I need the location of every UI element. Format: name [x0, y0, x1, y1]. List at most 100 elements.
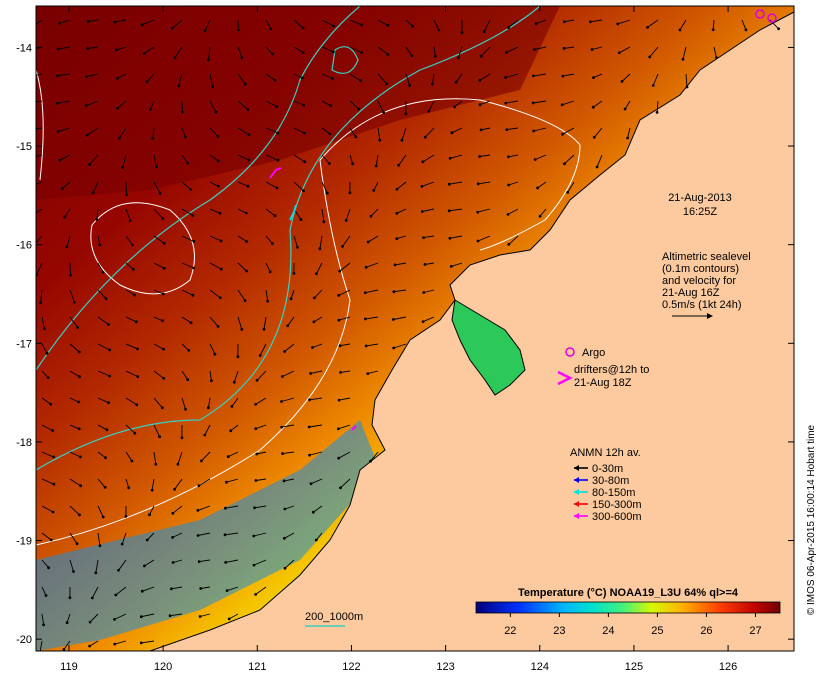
velocity-arrow-tip: [255, 452, 259, 456]
velocity-arrow-tip: [351, 162, 355, 166]
velocity-arrow: [153, 154, 157, 167]
velocity-arrow: [57, 73, 71, 77]
velocity-arrow: [624, 100, 631, 110]
velocity-arrow-tip: [303, 160, 307, 164]
velocity-arrow: [293, 127, 305, 134]
velocity-arrow: [287, 316, 295, 326]
velocity-arrow-tip: [538, 214, 542, 218]
velocity-arrow: [172, 559, 183, 563]
velocity-arrow: [321, 181, 328, 194]
velocity-arrow-tip: [108, 374, 111, 378]
velocity-arrow-tip: [189, 321, 193, 325]
velocity-arrow: [536, 19, 547, 25]
velocity-arrow: [36, 19, 43, 25]
velocity-arrow-tip: [266, 299, 270, 303]
altimetry-note: Altimetric sealevel (0.1m contours) and …: [662, 251, 751, 319]
velocity-arrow-tip: [308, 453, 311, 457]
velocity-arrow-tip: [77, 400, 81, 404]
velocity-arrow-tip: [479, 128, 483, 132]
velocity-arrow-tip: [218, 296, 222, 300]
velocity-arrow: [204, 19, 211, 31]
velocity-arrow: [149, 100, 155, 110]
velocity-arrow-tip: [276, 158, 280, 162]
velocity-arrow-tip: [254, 593, 257, 596]
velocity-arrow: [97, 505, 104, 518]
velocity-arrow-tip: [314, 538, 318, 542]
velocity-arrow-tip: [646, 26, 649, 29]
king-sound-inlet: [451, 299, 526, 396]
velocity-arrows: [36, 19, 780, 651]
velocity-arrow: [233, 370, 239, 383]
velocity-arrow-tip: [395, 187, 399, 191]
velocity-arrow-tip: [135, 403, 139, 407]
velocity-arrow-tip: [312, 320, 316, 324]
velocity-arrow: [265, 46, 273, 55]
velocity-arrow-tip: [63, 215, 67, 219]
velocity-arrow-tip: [136, 347, 139, 351]
velocity-arrow-tip: [271, 242, 274, 245]
velocity-arrow: [339, 397, 351, 401]
velocity-arrow: [422, 208, 435, 212]
velocity-arrow-tip: [408, 84, 411, 87]
velocity-arrow-tip: [447, 182, 451, 186]
velocity-arrow-tip: [245, 269, 249, 273]
velocity-arrow: [255, 478, 267, 481]
velocity-arrow: [125, 370, 138, 378]
velocity-arrow: [181, 343, 190, 351]
velocity-arrow-tip: [648, 55, 652, 59]
velocity-arrow-tip: [200, 459, 203, 463]
colorbar-ramp: [475, 601, 781, 614]
velocity-arrow: [370, 451, 379, 462]
velocity-arrow-tip: [225, 480, 228, 484]
colorbar-tick-label: 25: [651, 625, 663, 637]
anmn-legend-label: 80-150m: [592, 487, 635, 499]
velocity-arrow-tip: [117, 136, 121, 140]
velocity-arrow: [505, 73, 519, 78]
velocity-arrow-tip: [448, 156, 452, 160]
velocity-arrow-tip: [154, 462, 158, 466]
velocity-arrow-tip: [85, 75, 89, 78]
velocity-arrow-tip: [150, 488, 154, 492]
velocity-arrow-tip: [507, 183, 510, 187]
velocity-arrow-tip: [280, 400, 283, 403]
velocity-arrow-tip: [393, 263, 397, 267]
velocity-arrow-tip: [296, 245, 299, 249]
velocity-arrow-tip: [338, 344, 342, 348]
velocity-arrow-tip: [254, 427, 258, 431]
velocity-arrow-tip: [617, 51, 621, 55]
velocity-arrow: [338, 424, 351, 430]
velocity-arrow: [398, 154, 407, 166]
velocity-arrow: [69, 478, 81, 487]
velocity-arrow: [36, 208, 43, 214]
velocity-arrow-tip: [308, 398, 311, 402]
velocity-arrow-tip: [482, 30, 486, 33]
velocity-arrow: [97, 397, 109, 404]
velocity-arrow: [41, 397, 51, 405]
velocity-arrow-tip: [104, 456, 107, 460]
velocity-arrow-tip: [121, 166, 124, 169]
velocity-arrow-tip: [252, 534, 256, 538]
y-tick-label: -14: [16, 42, 32, 54]
velocity-arrow: [143, 46, 155, 54]
velocity-arrow-tip: [372, 189, 376, 192]
velocity-arrow: [204, 424, 211, 436]
velocity-arrow-tip: [148, 513, 151, 517]
velocity-arrow: [152, 127, 155, 139]
velocity-arrow: [200, 586, 211, 589]
velocity-arrow-tip: [332, 50, 335, 54]
velocity-arrow: [41, 505, 54, 513]
velocity-arrow: [457, 46, 463, 59]
velocity-arrow: [421, 181, 435, 187]
velocity-arrow: [209, 262, 222, 270]
velocity-arrow: [293, 100, 304, 106]
velocity-arrow: [172, 505, 183, 514]
velocity-arrow-tip: [120, 542, 124, 546]
velocity-arrow-tip: [339, 371, 342, 374]
velocity-arrow-tip: [421, 160, 425, 164]
velocity-arrow-tip: [181, 110, 184, 114]
velocity-arrow: [562, 73, 575, 77]
velocity-arrow-tip: [196, 509, 200, 512]
velocity-arrow: [41, 613, 45, 625]
velocity-arrow: [309, 451, 323, 456]
velocity-arrow: [237, 316, 243, 330]
